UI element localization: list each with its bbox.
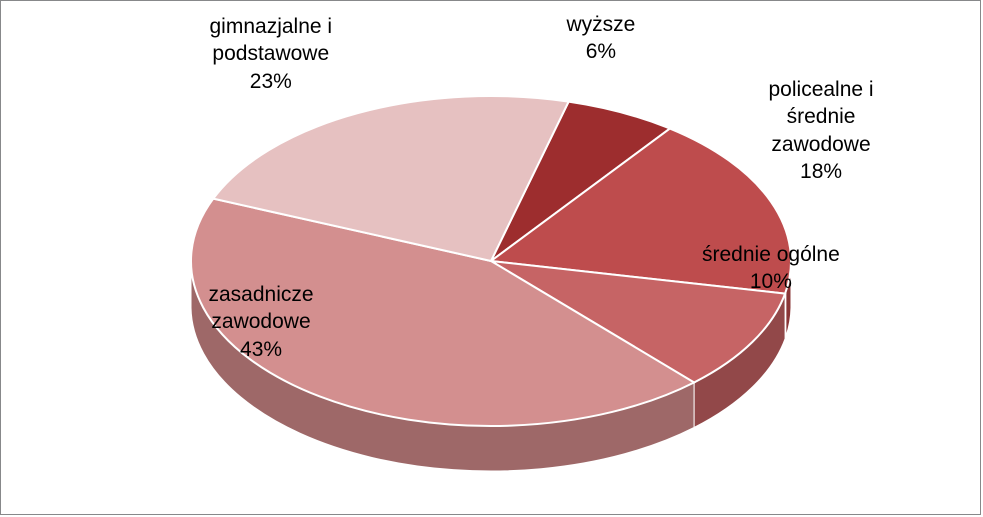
slice-label: zasadnicze zawodowe 43% bbox=[209, 281, 314, 363]
slice-label: policealne i średnie zawodowe 18% bbox=[769, 76, 874, 185]
chart-container: wyższe 6% policealne i średnie zawodowe 1… bbox=[0, 0, 981, 515]
slice-label: wyższe 6% bbox=[567, 11, 636, 66]
slice-label: średnie ogólne 10% bbox=[702, 241, 840, 296]
slice-label: gimnazjalne i podstawowe 23% bbox=[210, 13, 333, 95]
